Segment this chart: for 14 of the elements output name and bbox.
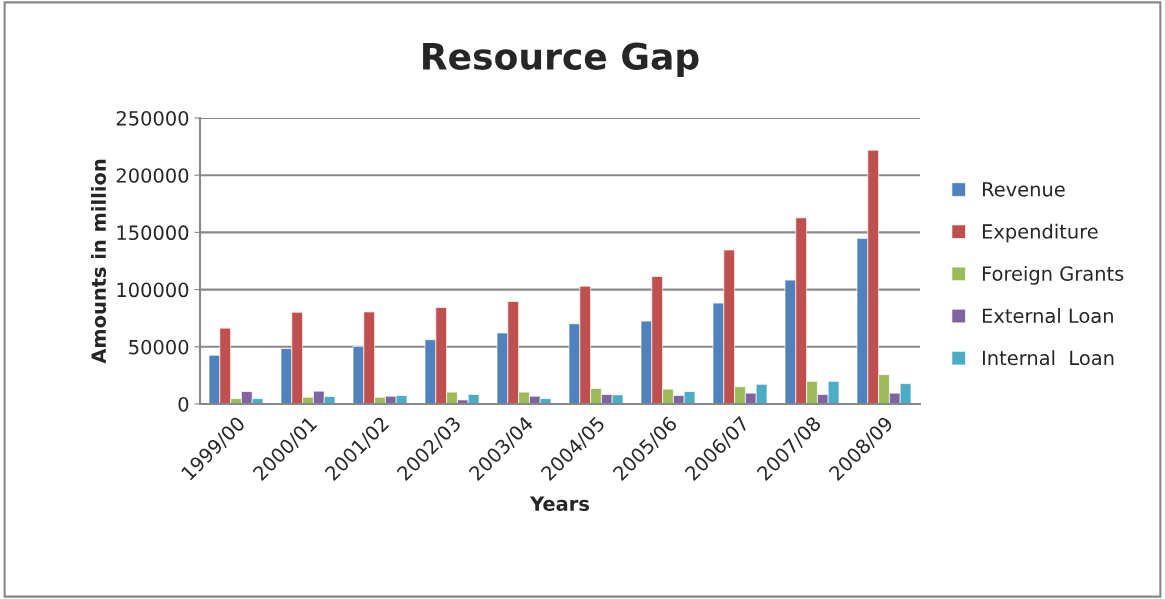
y-tick-label: 200000 [116,168,189,183]
y-tick-label: 0 [178,396,189,412]
legend-label: Foreign Grants [982,265,1124,285]
legend-label: Internal Loan [982,350,1114,366]
y-axis-title: Amounts in million [90,159,107,364]
y-tick-label: 250000 [116,110,189,126]
y-tick-label: 150000 [117,225,189,241]
y-tick-label: 100000 [117,282,189,298]
x-axis-title: Years [529,496,589,512]
legend-label: Expenditure [982,223,1098,243]
legend-label: Revenue [982,182,1065,197]
legend-label: External Loan [982,308,1113,324]
y-tick-label: 50000 [129,339,189,355]
chart-title: Resource Gap [423,42,699,77]
